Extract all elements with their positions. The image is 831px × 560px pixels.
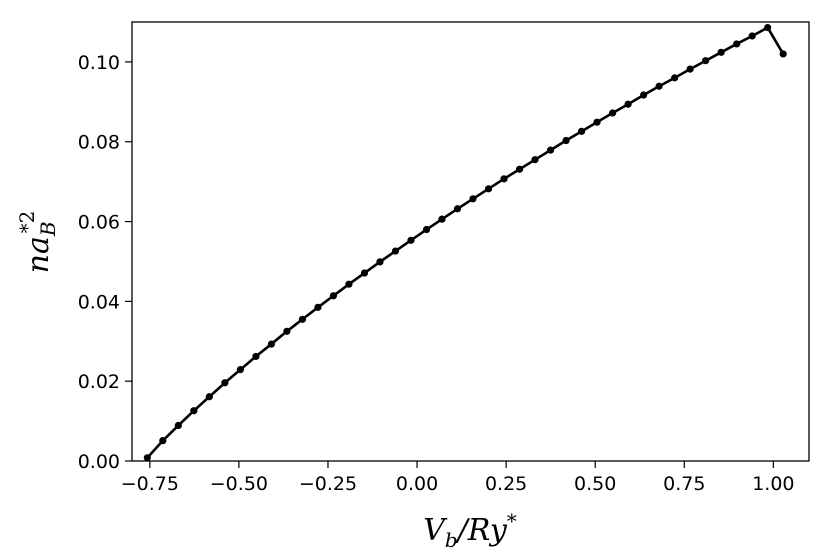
data-point [577,127,586,135]
series-line [146,26,785,460]
data-point [143,454,151,462]
data-point [469,195,477,203]
data-point [174,421,182,430]
x-tick-label: −0.25 [299,473,357,495]
data-point [608,109,617,117]
data-point [422,225,431,234]
data-point [345,280,353,288]
data-point [779,50,787,58]
data-point [159,437,167,445]
plot-frame [131,21,810,462]
data-point [205,393,213,401]
data-point [562,136,570,145]
x-tick-label: −0.50 [210,473,268,495]
data-point [298,315,307,323]
data-point [655,82,663,90]
data-point [314,303,322,311]
x-tick-label: 0.50 [574,473,616,495]
x-axis-label: Vb/Ry* [423,509,517,552]
y-tick-label: 0.08 [78,132,120,154]
x-tick-label: 0.00 [396,473,438,495]
data-point [764,23,772,32]
x-tick-label: 0.25 [485,473,527,495]
data-point [733,40,741,48]
data-point [267,340,275,348]
data-point [453,205,462,213]
data-point [283,327,291,335]
data-point [221,379,229,387]
data-point [531,156,539,164]
data-point [748,32,756,40]
y-tick-label: 0.06 [78,212,120,234]
data-point [500,175,508,183]
data-point [360,269,369,277]
data-point [671,74,679,82]
data-point [593,118,601,126]
data-point [484,185,493,193]
data-point [717,48,725,56]
data-point [236,366,244,374]
data-point [546,146,555,154]
x-tick-label: 0.75 [663,473,705,495]
y-tick-label: 0.00 [78,451,120,473]
data-point [329,292,338,300]
data-point [515,165,524,173]
x-tick-label: 1.00 [752,473,794,495]
y-axis-label: naB*2 [15,211,60,274]
data-point [702,57,710,65]
data-point [391,247,400,255]
data-point [376,258,384,266]
data-point [438,215,446,223]
tick-layer: −0.75 −0.50 −0.25 0.00 0.25 0.50 0.75 1.00 0.00 0… [78,52,795,495]
y-tick-label: 0.04 [78,291,120,313]
data-point [639,91,648,99]
data-point [686,65,694,73]
plot-layer [143,23,787,462]
y-tick-label: 0.10 [78,52,120,74]
x-tick-label: −0.75 [121,473,179,495]
y-tick-label: 0.02 [78,371,120,393]
data-point [252,352,260,361]
data-point [624,100,632,108]
data-point [407,236,415,244]
data-point [190,407,198,415]
